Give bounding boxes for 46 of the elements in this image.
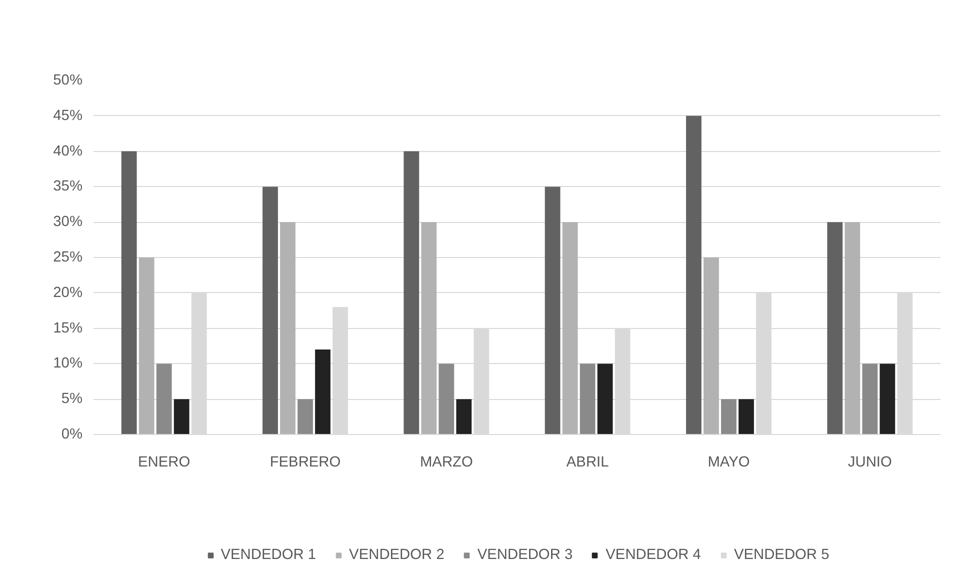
- bar: [456, 399, 472, 434]
- y-tick-label: 25%: [53, 250, 83, 266]
- x-tick-label: ABRIL: [566, 454, 609, 470]
- y-tick-label: 40%: [53, 143, 83, 160]
- bar: [880, 364, 896, 434]
- bar: [686, 116, 702, 434]
- legend-label: VENDEDOR 3: [477, 547, 573, 563]
- x-tick-label: ENERO: [138, 454, 190, 470]
- legend-label: VENDEDOR 5: [734, 547, 830, 563]
- y-tick-label: 30%: [53, 214, 83, 230]
- bar: [562, 222, 578, 434]
- bar: [156, 364, 172, 434]
- bar: [721, 399, 736, 434]
- bar: [298, 399, 313, 434]
- bar: [174, 399, 190, 434]
- bar: [315, 350, 330, 434]
- y-tick-label: 10%: [53, 356, 83, 372]
- bar: [280, 222, 296, 434]
- y-tick-label: 5%: [61, 391, 83, 408]
- y-tick-label: 35%: [53, 178, 83, 195]
- y-tick-label: 0%: [61, 426, 83, 442]
- bar: [827, 222, 843, 434]
- y-tick-label: 20%: [53, 284, 83, 301]
- bar: [138, 258, 154, 434]
- bar: [580, 364, 596, 434]
- bar: [421, 222, 437, 434]
- bar: [438, 364, 454, 434]
- y-tick-label: 45%: [53, 108, 83, 124]
- bar: [597, 364, 613, 434]
- x-tick-label: FEBRERO: [270, 454, 341, 470]
- bar: [262, 186, 278, 434]
- bar: [844, 222, 860, 434]
- bar: [738, 399, 754, 434]
- legend-label: VENDEDOR 2: [349, 547, 444, 563]
- legend-label: VENDEDOR 1: [220, 547, 316, 563]
- y-tick-label: 50%: [53, 72, 83, 88]
- x-tick-label: MARZO: [420, 454, 473, 470]
- bar: [704, 258, 719, 434]
- bar: [404, 151, 420, 434]
- bar: [121, 151, 137, 434]
- bar: [862, 364, 878, 434]
- bar: [544, 186, 560, 434]
- y-tick-label: 15%: [53, 320, 83, 336]
- x-tick-label: MAYO: [708, 454, 750, 470]
- legend-label: VENDEDOR 4: [606, 547, 701, 563]
- x-tick-label: JUNIO: [848, 454, 892, 470]
